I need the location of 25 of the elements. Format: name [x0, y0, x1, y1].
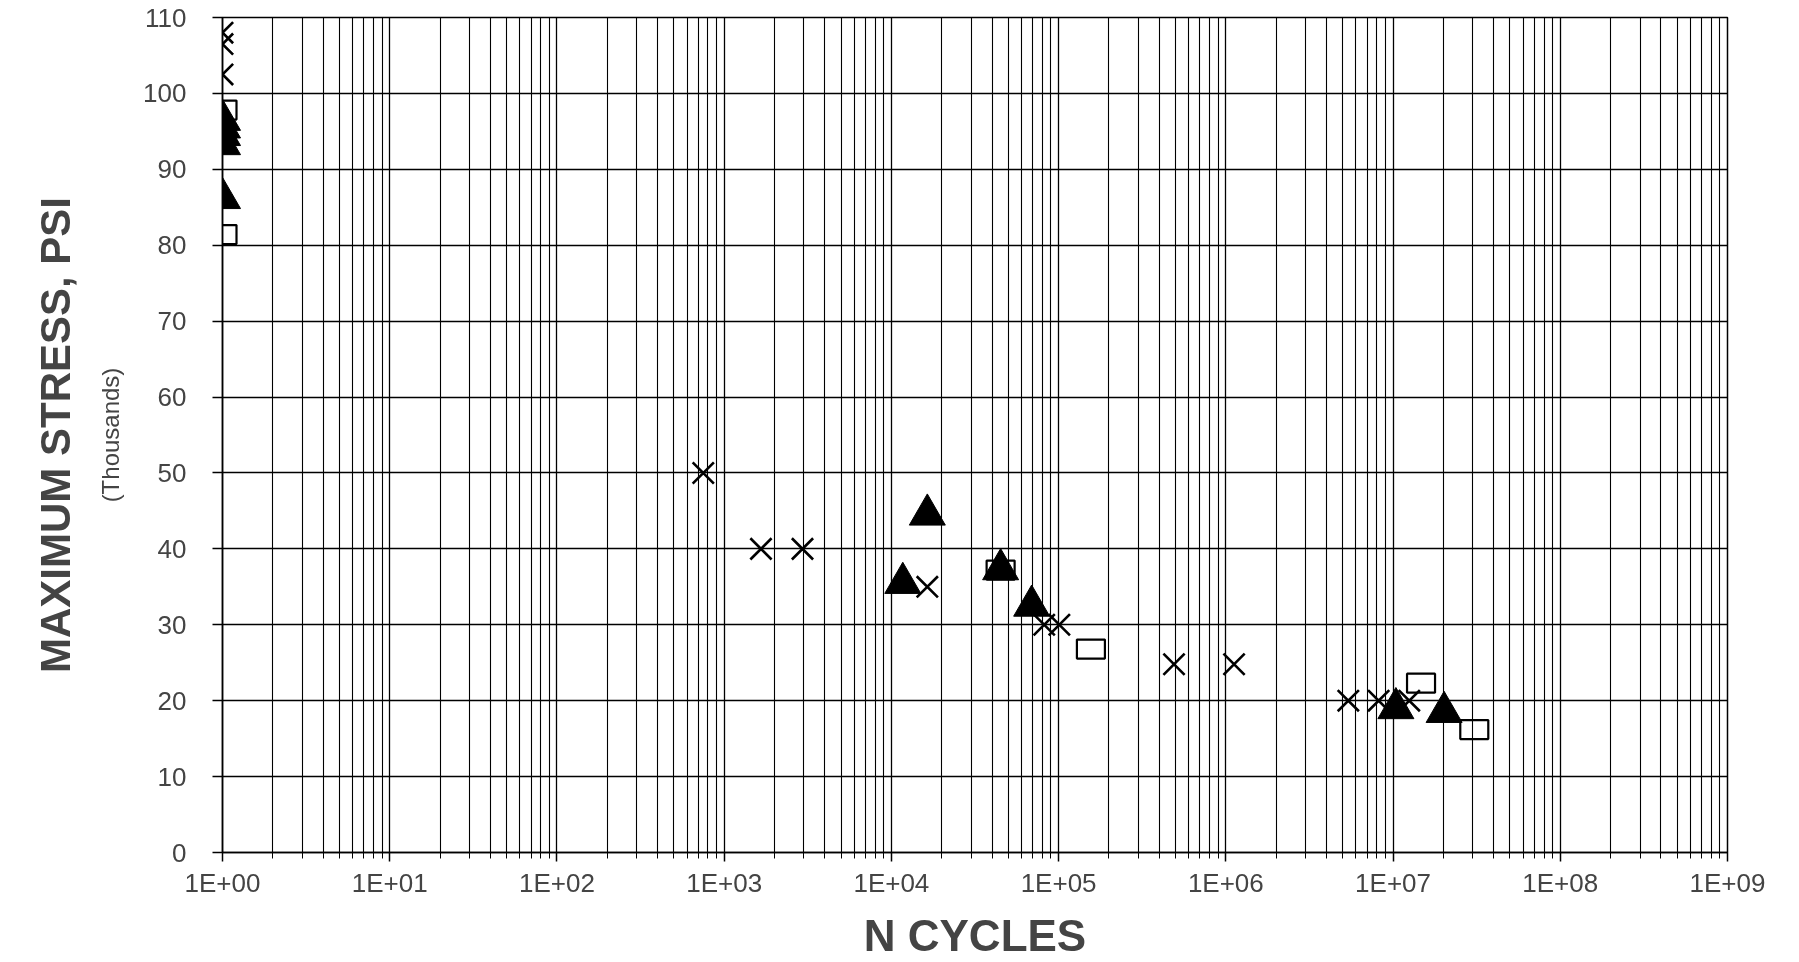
y-tick-label: 60 [157, 382, 187, 413]
x-tick-label: 1E+05 [1020, 867, 1097, 898]
y-axis-title: MAXIMUM STRESS, PSI [31, 196, 79, 674]
x-tick-label: 1E+07 [1355, 867, 1432, 898]
y-tick-label: 10 [157, 761, 187, 792]
x-tick-label: 1E+06 [1187, 867, 1264, 898]
y-tick-label: 90 [157, 154, 187, 185]
y-tick-label: 40 [157, 533, 187, 564]
x-tick-label: 1E+09 [1689, 867, 1766, 898]
y-tick-label: 100 [143, 78, 187, 109]
x-tick-label: 1E+04 [853, 867, 930, 898]
text: (Thousands) [97, 367, 125, 503]
x-tick-label: 1E+00 [184, 867, 261, 898]
x-tick-label: 1E+03 [686, 867, 763, 898]
y-tick-label: 70 [157, 306, 187, 337]
y-tick-label: 80 [157, 230, 187, 261]
x-tick-label: 1E+01 [351, 867, 428, 898]
x-axis-title: N CYCLES [863, 910, 1087, 960]
x-tick-label: 1E+02 [518, 867, 595, 898]
y-tick-label: 110 [145, 2, 187, 33]
y-tick-label: 30 [157, 609, 187, 640]
y-tick-label: 20 [157, 685, 187, 716]
x-tick-label: 1E+08 [1522, 867, 1599, 898]
y-tick-label: 50 [157, 457, 187, 488]
y-tick-label: 0 [172, 837, 187, 868]
